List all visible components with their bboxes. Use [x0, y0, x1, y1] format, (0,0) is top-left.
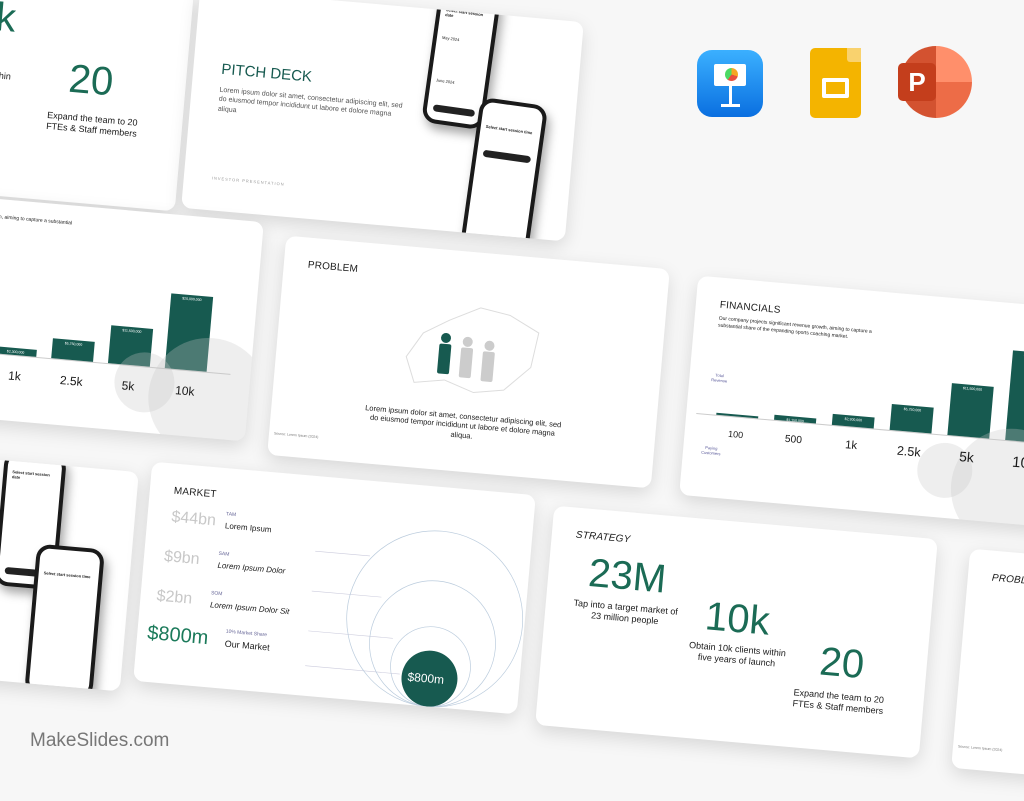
keynote-icon [697, 50, 763, 117]
powerpoint-letter: P [898, 63, 936, 101]
slide-financials[interactable]: FINANCIALS Our company projects signific… [679, 275, 1024, 529]
revenue-bar: $11,500,000 [947, 382, 994, 439]
phone-mockup-time: Select start session time [24, 543, 105, 692]
bar: $5,750,000 [51, 338, 95, 362]
powerpoint-icon: P [898, 46, 972, 118]
revenue-bar [716, 412, 759, 419]
pitch-title: PITCH DECK [220, 60, 313, 86]
stat-value: 20 [817, 639, 867, 688]
strategy-title: STRATEGY [575, 529, 631, 546]
slide-problem[interactable]: PROBLEM Lorem ipsum dolor sit amet, cons… [267, 235, 670, 489]
person-icon [480, 340, 495, 382]
problem-title: PROBLEM [991, 572, 1024, 588]
slide-strategy[interactable]: STRATEGY 23M Tap into a target market of… [535, 505, 938, 759]
slide-strategy-partial[interactable]: k s within nch 20 Expand the team to 20 … [0, 0, 194, 212]
customers-label: 1k [7, 368, 22, 384]
problem-body: Lorem ipsum dolor sit amet, consectetur … [364, 403, 562, 441]
person-icon [458, 336, 474, 379]
slide-financials-partial[interactable]: Our company projects significant revenue… [0, 188, 264, 442]
customers-label: 2.5k [59, 373, 84, 389]
stat-caption: Expand the team to 20 FTEs & Staff membe… [45, 109, 138, 139]
market-value: $44bn [170, 508, 217, 530]
revenue-bar: $1,150,000 [774, 414, 817, 424]
market-value: $2bn [155, 587, 193, 608]
market-tag: SOM [210, 590, 223, 598]
market-tag: 10% Market Share [225, 628, 268, 639]
market-tag: TAM [225, 511, 237, 519]
stat-caption: Obtain 10k clients within five years of … [688, 639, 787, 669]
market-tag: SAM [218, 550, 230, 558]
stat-value: 10k [703, 594, 772, 644]
brand-footer: MakeSlides.com [30, 730, 170, 751]
phone-next-button [432, 104, 476, 118]
bar: $2,300,000 [0, 346, 37, 357]
market-value: $800m [146, 621, 210, 650]
financials-body: Our company projects significant revenue… [0, 205, 73, 227]
market-name: Lorem Ipsum Dolor [217, 560, 286, 576]
slide-market[interactable]: MARKET $44bn TAM Lorem Ipsum $9bn SAM Lo… [133, 461, 536, 715]
customers-label: 100 [727, 428, 744, 441]
phone-title: Select start session time [485, 123, 533, 136]
financials-title: FINANCIALS [719, 299, 781, 316]
person-icon [437, 332, 452, 375]
highlight-circle [945, 423, 1024, 529]
customers-label: 5k [121, 378, 135, 394]
phone-time-slot [482, 149, 532, 164]
problem-title: PROBLEM [307, 259, 359, 275]
financials-chart: $1,150,000 $2,300,000 $5,750,000 $11,500,00… [696, 316, 1024, 447]
customers-axis-label: Paying Customers [701, 444, 721, 457]
customers-label: 1k [844, 439, 858, 453]
phone-month: May 2024 [441, 34, 460, 43]
phone-month: June 2024 [435, 77, 455, 85]
phone-title: Select start session date [444, 7, 484, 19]
stat-value: 23M [586, 550, 669, 602]
stat-caption: Tap into a target market of 23 million p… [573, 597, 679, 627]
slide-pitch-deck[interactable]: PITCH DECK Lorem ipsum dolor sit amet, c… [181, 0, 584, 242]
market-name: Our Market [224, 638, 271, 653]
customers-label: 10k [174, 383, 196, 399]
stat-caption: s within nch [0, 69, 12, 82]
pitch-body: Lorem ipsum dolor sit amet, consectetur … [217, 86, 403, 119]
phone-title: Select start session date [11, 469, 51, 480]
market-name: Lorem Ipsum [224, 521, 272, 535]
revenue-bar: $2,300,000 [831, 414, 875, 429]
google-slides-icon [810, 48, 861, 118]
market-name: Lorem Ipsum Dolor Sit [209, 600, 290, 617]
problem-source: Source: Lorem Ipsum (2024) [273, 431, 319, 440]
map-outline-icon [405, 307, 540, 394]
customers-label: 2.5k [896, 443, 922, 460]
revenue-bar: $5,750,000 [889, 403, 934, 434]
customers-label: 10k [1011, 453, 1024, 473]
stat-value: k [0, 0, 18, 41]
slide-app-partial[interactable]: Select start session date Select start s… [0, 438, 139, 692]
pitch-footer: INVESTOR PRESENTATION [211, 175, 285, 187]
slide-problem-partial[interactable]: PROBLEM Source: Lorem Ipsum (2024) [951, 548, 1024, 801]
market-title: MARKET [173, 485, 218, 501]
customers-label: 5k [958, 449, 975, 466]
customers-label: 500 [784, 433, 803, 447]
our-market-circle [401, 650, 458, 707]
market-circles [305, 530, 524, 708]
market-value: $9bn [163, 548, 201, 569]
phone-title: Select start session time [43, 570, 91, 580]
stat-caption: Expand the team to 20 FTEs & Staff membe… [792, 687, 885, 717]
problem-source: Source: Lorem Ipsum (2024) [957, 744, 1003, 753]
stat-value: 20 [66, 56, 116, 105]
